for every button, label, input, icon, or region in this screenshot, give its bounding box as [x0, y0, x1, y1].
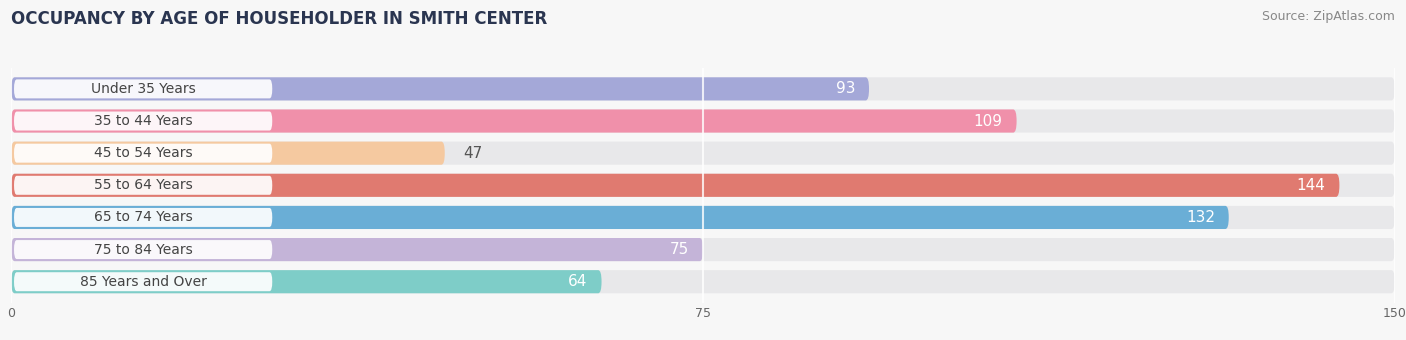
Text: 109: 109: [974, 114, 1002, 129]
FancyBboxPatch shape: [11, 270, 602, 293]
Text: 75 to 84 Years: 75 to 84 Years: [94, 242, 193, 257]
Text: OCCUPANCY BY AGE OF HOUSEHOLDER IN SMITH CENTER: OCCUPANCY BY AGE OF HOUSEHOLDER IN SMITH…: [11, 10, 547, 28]
Text: 55 to 64 Years: 55 to 64 Years: [94, 178, 193, 192]
FancyBboxPatch shape: [11, 206, 1395, 229]
Text: 47: 47: [463, 146, 482, 161]
FancyBboxPatch shape: [11, 141, 444, 165]
Text: 45 to 54 Years: 45 to 54 Years: [94, 146, 193, 160]
FancyBboxPatch shape: [11, 77, 1395, 100]
FancyBboxPatch shape: [14, 272, 273, 291]
FancyBboxPatch shape: [11, 238, 703, 261]
Text: Source: ZipAtlas.com: Source: ZipAtlas.com: [1261, 10, 1395, 23]
Text: Under 35 Years: Under 35 Years: [91, 82, 195, 96]
FancyBboxPatch shape: [11, 174, 1340, 197]
FancyBboxPatch shape: [14, 176, 273, 195]
FancyBboxPatch shape: [11, 270, 1395, 293]
FancyBboxPatch shape: [11, 109, 1017, 133]
FancyBboxPatch shape: [11, 77, 869, 100]
Text: 144: 144: [1296, 178, 1326, 193]
Text: 132: 132: [1185, 210, 1215, 225]
FancyBboxPatch shape: [14, 240, 273, 259]
Text: 64: 64: [568, 274, 588, 289]
Text: 93: 93: [835, 81, 855, 96]
Text: 65 to 74 Years: 65 to 74 Years: [94, 210, 193, 224]
Text: 85 Years and Over: 85 Years and Over: [80, 275, 207, 289]
FancyBboxPatch shape: [11, 238, 1395, 261]
Text: 75: 75: [669, 242, 689, 257]
FancyBboxPatch shape: [14, 144, 273, 163]
FancyBboxPatch shape: [11, 174, 1395, 197]
FancyBboxPatch shape: [11, 141, 1395, 165]
Text: 35 to 44 Years: 35 to 44 Years: [94, 114, 193, 128]
FancyBboxPatch shape: [11, 206, 1229, 229]
FancyBboxPatch shape: [14, 80, 273, 98]
FancyBboxPatch shape: [11, 109, 1395, 133]
FancyBboxPatch shape: [14, 112, 273, 131]
FancyBboxPatch shape: [14, 208, 273, 227]
